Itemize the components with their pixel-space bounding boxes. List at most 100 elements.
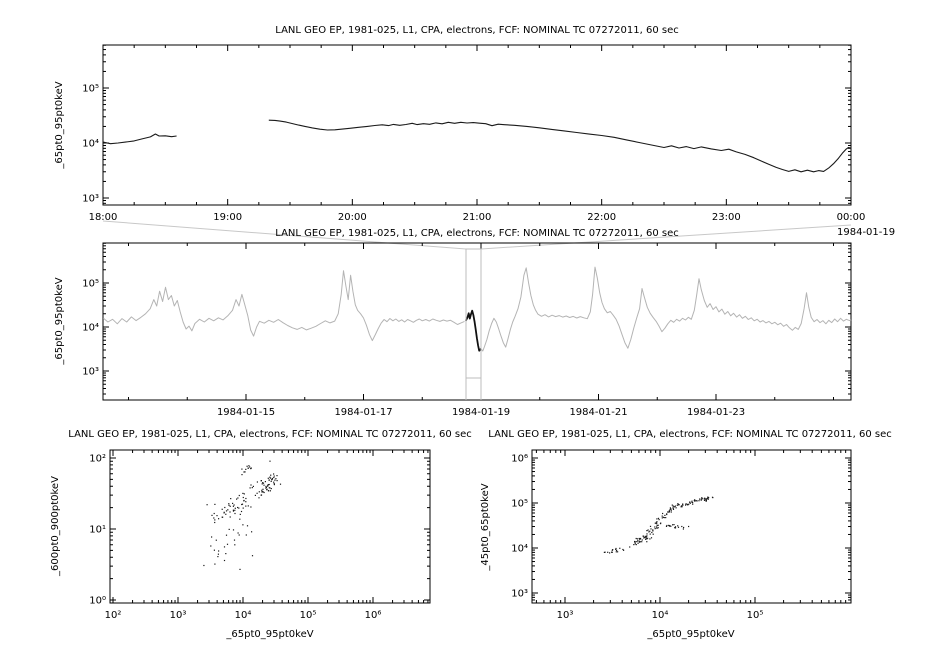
flux-correlation-600-900-point — [267, 485, 269, 487]
flux-correlation-45-65-point — [674, 506, 676, 508]
flux-correlation-45-65-point — [637, 542, 639, 544]
flux-correlation-45-65-point — [656, 524, 658, 527]
flux-correlation-600-900-point — [267, 484, 269, 486]
flux-correlation-600-900-point — [258, 491, 260, 493]
flux-correlation-600-900-point — [241, 503, 244, 505]
flux-correlation-600-900-point — [265, 487, 267, 489]
flux-correlation-600-900-point — [273, 475, 275, 477]
flux-correlation-600-900-point — [240, 510, 243, 513]
flux-correlation-45-65-point — [633, 544, 635, 546]
scatter-600-900-panel: 10² 10³ 10⁴ 10⁵ 10⁶ 10⁰ 10¹ 10² — [89, 449, 431, 621]
flux-correlation-600-900-point — [249, 487, 251, 489]
flux-correlation-600-900-point — [211, 536, 213, 538]
flux-correlation-45-65-point — [670, 508, 672, 510]
flux-correlation-600-900-point — [214, 519, 216, 521]
flux-correlation-45-65-point — [666, 513, 668, 515]
flux-correlation-45-65-point — [649, 538, 651, 540]
flux-correlation-45-65-point — [662, 512, 664, 515]
flux-correlation-600-900-point — [263, 491, 265, 494]
overview-panel-title: LANL GEO EP, 1981-025, L1, CPA, electron… — [275, 228, 678, 239]
flux-correlation-45-65-point — [668, 524, 670, 526]
x-tick-label: 10⁵ — [747, 610, 764, 621]
plot-frame — [102, 242, 852, 401]
flux-correlation-600-900-point — [251, 555, 254, 557]
flux-correlation-600-900-point — [245, 501, 247, 503]
flux-correlation-600-900-point — [250, 468, 252, 470]
flux-correlation-600-900-point — [206, 504, 208, 506]
flux-correlation-45-65-point — [674, 526, 677, 528]
flux-correlation-45-65-point — [647, 537, 649, 539]
flux-correlation-600-900-point — [213, 549, 215, 551]
x-tick-label: 18:00 — [89, 212, 118, 223]
flux-correlation-600-900-point — [268, 483, 270, 486]
flux-correlation-600-900-point — [254, 494, 256, 496]
flux-correlation-45-65-point — [645, 538, 647, 540]
flux-correlation-45-65-point — [654, 522, 656, 524]
flux-correlation-600-900-point — [228, 528, 230, 530]
flux-correlation-45-65-point — [611, 551, 613, 553]
flux-correlation-600-900-point — [213, 512, 215, 515]
scatter-45-65-panel: 10³ 10⁴ 10⁵ 10³ 10⁴ 10⁵ 10⁶ — [511, 449, 852, 621]
flux-correlation-45-65-point — [652, 533, 654, 535]
flux-correlation-45-65-point — [688, 503, 690, 505]
x-tick-label: 10⁶ — [365, 610, 382, 621]
flux-correlation-45-65-point — [612, 549, 614, 551]
flux-correlation-600-900-point — [247, 467, 249, 469]
flux-correlation-45-65-point — [646, 535, 648, 537]
flux-correlation-45-65-point — [643, 537, 645, 539]
flux-correlation-600-900-point — [273, 477, 275, 479]
flux-correlation-45-65-point — [657, 527, 659, 529]
flux-correlation-600-900-point — [237, 506, 239, 509]
flux-correlation-45-65-point — [646, 530, 648, 532]
flux-correlation-45-65-point — [668, 511, 671, 513]
flux-correlation-45-65-point — [609, 552, 611, 554]
electron-flux-overview-line — [102, 270, 465, 342]
flux-correlation-45-65-point — [617, 551, 619, 553]
flux-correlation-45-65-point — [704, 498, 706, 500]
flux-correlation-600-900-point — [239, 568, 241, 570]
x-tick-label: 10² — [105, 610, 122, 621]
flux-correlation-45-65-point — [661, 517, 663, 519]
top-y-axis-label: _65pt0_95pt0keV — [54, 81, 65, 169]
flux-correlation-600-900-point — [248, 465, 250, 467]
flux-correlation-45-65-point — [607, 551, 609, 553]
flux-correlation-600-900-point — [216, 515, 218, 517]
flux-correlation-600-900-point — [250, 506, 252, 508]
flux-correlation-600-900-point — [217, 553, 219, 555]
flux-correlation-45-65-point — [692, 502, 694, 504]
overview-timeseries-panel: 1984-01-15 1984-01-17 1984-01-19 1984-01-21… — [82, 242, 852, 418]
flux-correlation-45-65-point — [669, 507, 671, 509]
flux-correlation-600-900-point — [273, 473, 275, 475]
flux-correlation-600-900-point — [273, 483, 275, 485]
flux-correlation-45-65-point — [615, 551, 617, 553]
flux-correlation-45-65-point — [701, 497, 703, 499]
x-tick-label: 1984-01-15 — [217, 407, 275, 418]
x-tick-label: 10³ — [557, 610, 574, 621]
flux-correlation-600-900-point — [210, 545, 212, 547]
flux-correlation-600-900-point — [245, 468, 247, 470]
flux-correlation-600-900-point — [236, 498, 238, 500]
flux-correlation-45-65-point — [666, 524, 668, 527]
flux-correlation-45-65-point — [670, 525, 672, 527]
flux-correlation-600-900-point — [265, 485, 267, 487]
flux-correlation-45-65-point — [691, 500, 693, 502]
flux-correlation-600-900-point — [232, 505, 234, 507]
zoom-region-indicator[interactable] — [465, 248, 482, 379]
flux-correlation-45-65-point — [645, 537, 647, 539]
flux-correlation-600-900-point — [250, 484, 252, 486]
flux-correlation-600-900-point — [214, 503, 216, 505]
flux-correlation-45-65-point — [707, 498, 709, 500]
flux-correlation-45-65-point — [646, 541, 648, 543]
flux-correlation-45-65-point — [644, 536, 646, 539]
flux-correlation-45-65-point — [661, 515, 663, 517]
flux-correlation-600-900-point — [232, 502, 234, 504]
flux-correlation-600-900-point — [242, 492, 244, 494]
flux-correlation-45-65-point — [646, 533, 648, 535]
flux-correlation-45-65-point — [646, 538, 648, 540]
x-tick-label: 21:00 — [463, 212, 492, 223]
y-tick-label: 10³ — [511, 589, 528, 600]
flux-correlation-45-65-point — [695, 500, 697, 502]
flux-correlation-45-65-point — [702, 498, 704, 500]
flux-correlation-45-65-point — [647, 529, 649, 531]
flux-correlation-45-65-point — [704, 497, 706, 499]
